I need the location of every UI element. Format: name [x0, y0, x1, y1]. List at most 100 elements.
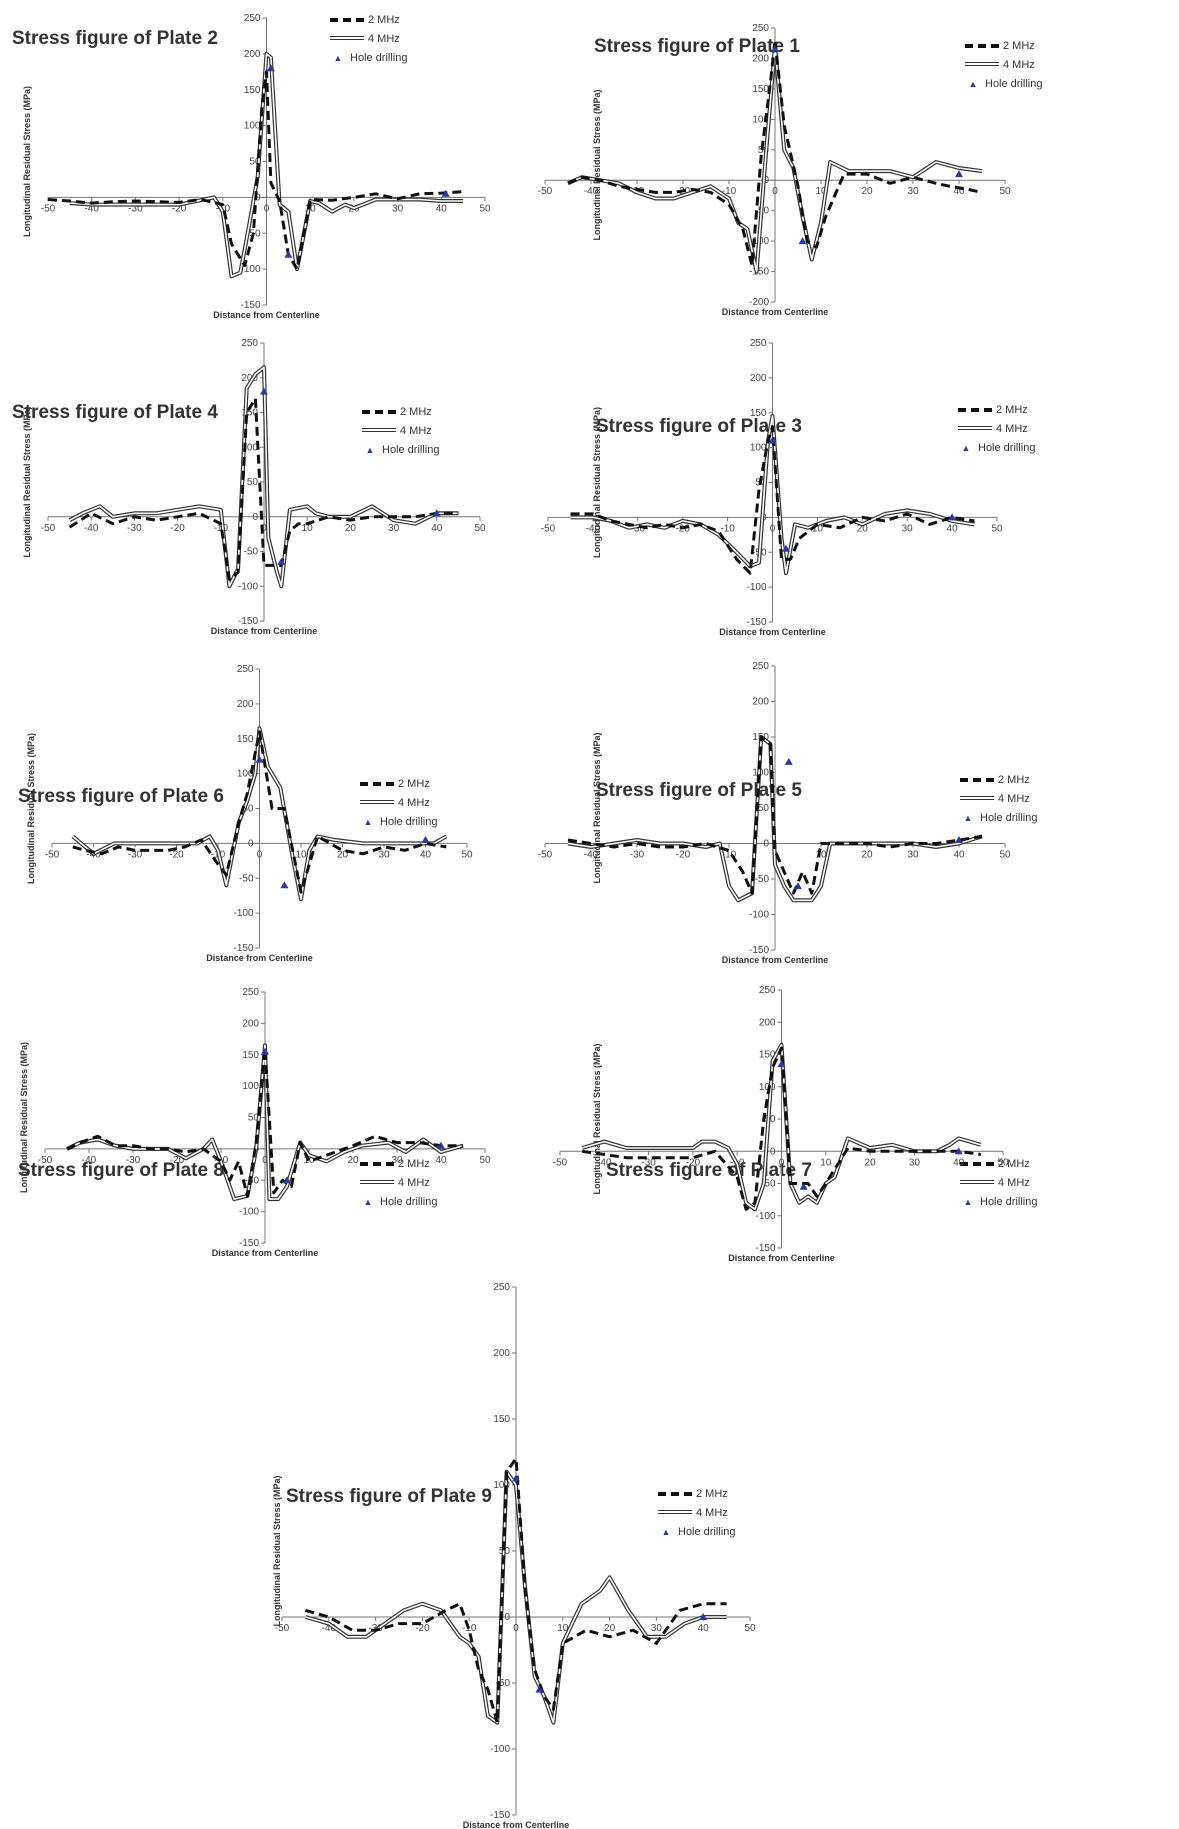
x-axis-label: Distance from Centerline [722, 955, 829, 965]
y-tick-label: 50 [247, 477, 259, 488]
y-tick-label: 0 [255, 192, 261, 203]
y-tick-label: 100 [759, 1082, 776, 1093]
x-tick-label: -40 [586, 523, 601, 534]
x-tick-label: -50 [38, 1155, 53, 1166]
x-tick-label: 30 [909, 1157, 921, 1168]
y-tick-label: -150 [490, 1810, 510, 1821]
y-tick-label: 0 [248, 838, 254, 849]
y-tick-label: 100 [244, 121, 261, 132]
chart-legend: 2 MHz 4 MHz ▲ Hole drilling [330, 10, 407, 67]
y-axis-label: Longitudinal Residual Stress (MPa) [19, 1042, 29, 1193]
x-tick-label: 50 [461, 849, 473, 860]
y-tick-label: 50 [249, 157, 261, 168]
y-tick-label: -100 [239, 1207, 259, 1218]
y-tick-label: 200 [752, 53, 769, 64]
y-tick-label: 50 [758, 145, 770, 156]
y-tick-label: -50 [761, 1179, 776, 1190]
x-tick-label: 30 [907, 850, 919, 861]
x-tick-label: -50 [275, 1623, 290, 1634]
x-tick-label: 40 [698, 1623, 710, 1634]
x-axis-label: Distance from Centerline [213, 310, 320, 320]
y-tick-label: -100 [238, 581, 258, 592]
x-tick-label: -40 [84, 523, 99, 534]
x-tick-label: 50 [479, 203, 491, 214]
hole-drilling-point [798, 237, 807, 245]
x-tick-label: 50 [997, 1157, 1009, 1168]
y-tick-label: 0 [770, 1146, 776, 1157]
series-2mhz-line [570, 425, 975, 575]
chart-title: Stress figure of Plate 4 [12, 402, 218, 423]
series-4mhz-line-inner [581, 1044, 982, 1211]
legend-label-2mhz: 2 MHz [398, 1157, 430, 1170]
y-tick-label: 200 [241, 373, 258, 384]
x-tick-label: -30 [126, 1155, 141, 1166]
x-tick-label: 30 [391, 1155, 403, 1166]
x-axis-label: Distance from Centerline [722, 307, 829, 317]
x-tick-label: -30 [128, 849, 143, 860]
legend-label-2mhz: 2 MHz [998, 1157, 1030, 1170]
y-tick-label: 0 [763, 839, 769, 850]
y-tick-label: -150 [749, 267, 769, 278]
chart-panel-plate-5: Stress figure of Plate 5 2 MHz 4 MHz ▲ Ho… [538, 661, 1179, 1135]
y-tick-label: 150 [752, 84, 769, 95]
legend-swatch-2mhz [330, 15, 364, 25]
x-tick-label: 40 [953, 1157, 965, 1168]
x-tick-label: 20 [865, 1157, 877, 1168]
y-tick-label: 100 [237, 769, 254, 780]
y-tick-label: 200 [244, 49, 261, 60]
x-tick-label: 30 [902, 523, 914, 534]
x-tick-label: 20 [857, 523, 869, 534]
y-tick-label: 150 [244, 85, 261, 96]
legend-swatch-4mhz [965, 60, 999, 70]
x-tick-label: 50 [991, 523, 1003, 534]
legend-label-hole-drilling: Hole drilling [350, 51, 408, 64]
y-tick-label: -150 [239, 1238, 259, 1249]
x-tick-label: 20 [345, 523, 357, 534]
legend-marker-hole-drilling: ▲ [365, 444, 375, 455]
x-tick-label: 50 [999, 186, 1011, 197]
y-tick-label: 200 [750, 373, 767, 384]
x-tick-label: 20 [604, 1623, 616, 1634]
legend-label-2mhz: 2 MHz [996, 403, 1028, 416]
x-tick-label: 10 [295, 849, 307, 860]
x-tick-label: -20 [169, 849, 184, 860]
hole-drilling-point [261, 1047, 269, 1055]
hole-drilling-point [441, 189, 450, 197]
hole-drilling-point [799, 1182, 808, 1190]
y-tick-label: -150 [746, 617, 766, 628]
x-tick-label: 50 [474, 523, 486, 534]
x-tick-label: 30 [651, 1623, 663, 1634]
x-tick-label: 10 [302, 523, 314, 534]
legend-label-2mhz: 2 MHz [998, 773, 1030, 786]
y-tick-label: 150 [237, 734, 254, 745]
x-tick-label: -30 [630, 850, 645, 861]
chart-legend: 2 MHz 4 MHz ▲ Hole drilling [960, 770, 1037, 827]
x-tick-label: -40 [584, 186, 599, 197]
y-axis-label: Longitudinal Residual Stress (MPa) [592, 89, 602, 240]
x-tick-label: -10 [720, 523, 735, 534]
x-tick-label: -50 [541, 523, 556, 534]
y-tick-label: 50 [242, 804, 254, 815]
y-tick-label: 150 [242, 1050, 259, 1061]
y-tick-label: 150 [759, 1050, 776, 1061]
x-tick-label: 20 [861, 850, 873, 861]
y-tick-label: 200 [237, 699, 254, 710]
legend-label-hole-drilling: Hole drilling [382, 443, 440, 456]
chart-panel-plate-3: Stress figure of Plate 3 2 MHz 4 MHz ▲ Ho… [541, 338, 1179, 745]
chart-panel-plate-9: Stress figure of Plate 9 2 MHz 4 MHz ▲ Ho… [270, 1282, 910, 1829]
legend-swatch-2mhz [958, 405, 992, 415]
legend-swatch-4mhz [960, 794, 994, 804]
hole-drilling-point [437, 1141, 445, 1149]
series-4mhz-line-inner [567, 736, 983, 902]
chart-legend: 2 MHz 4 MHz ▲ Hole drilling [958, 400, 1035, 457]
y-tick-label: 250 [752, 661, 769, 672]
x-tick-label: 40 [947, 523, 959, 534]
x-tick-label: -50 [538, 850, 553, 861]
y-tick-label: 100 [242, 1081, 259, 1092]
y-tick-label: 100 [752, 114, 769, 125]
x-tick-label: 0 [513, 1623, 519, 1634]
legend-swatch-4mhz [360, 1178, 394, 1188]
hole-drilling-point [283, 1176, 291, 1184]
